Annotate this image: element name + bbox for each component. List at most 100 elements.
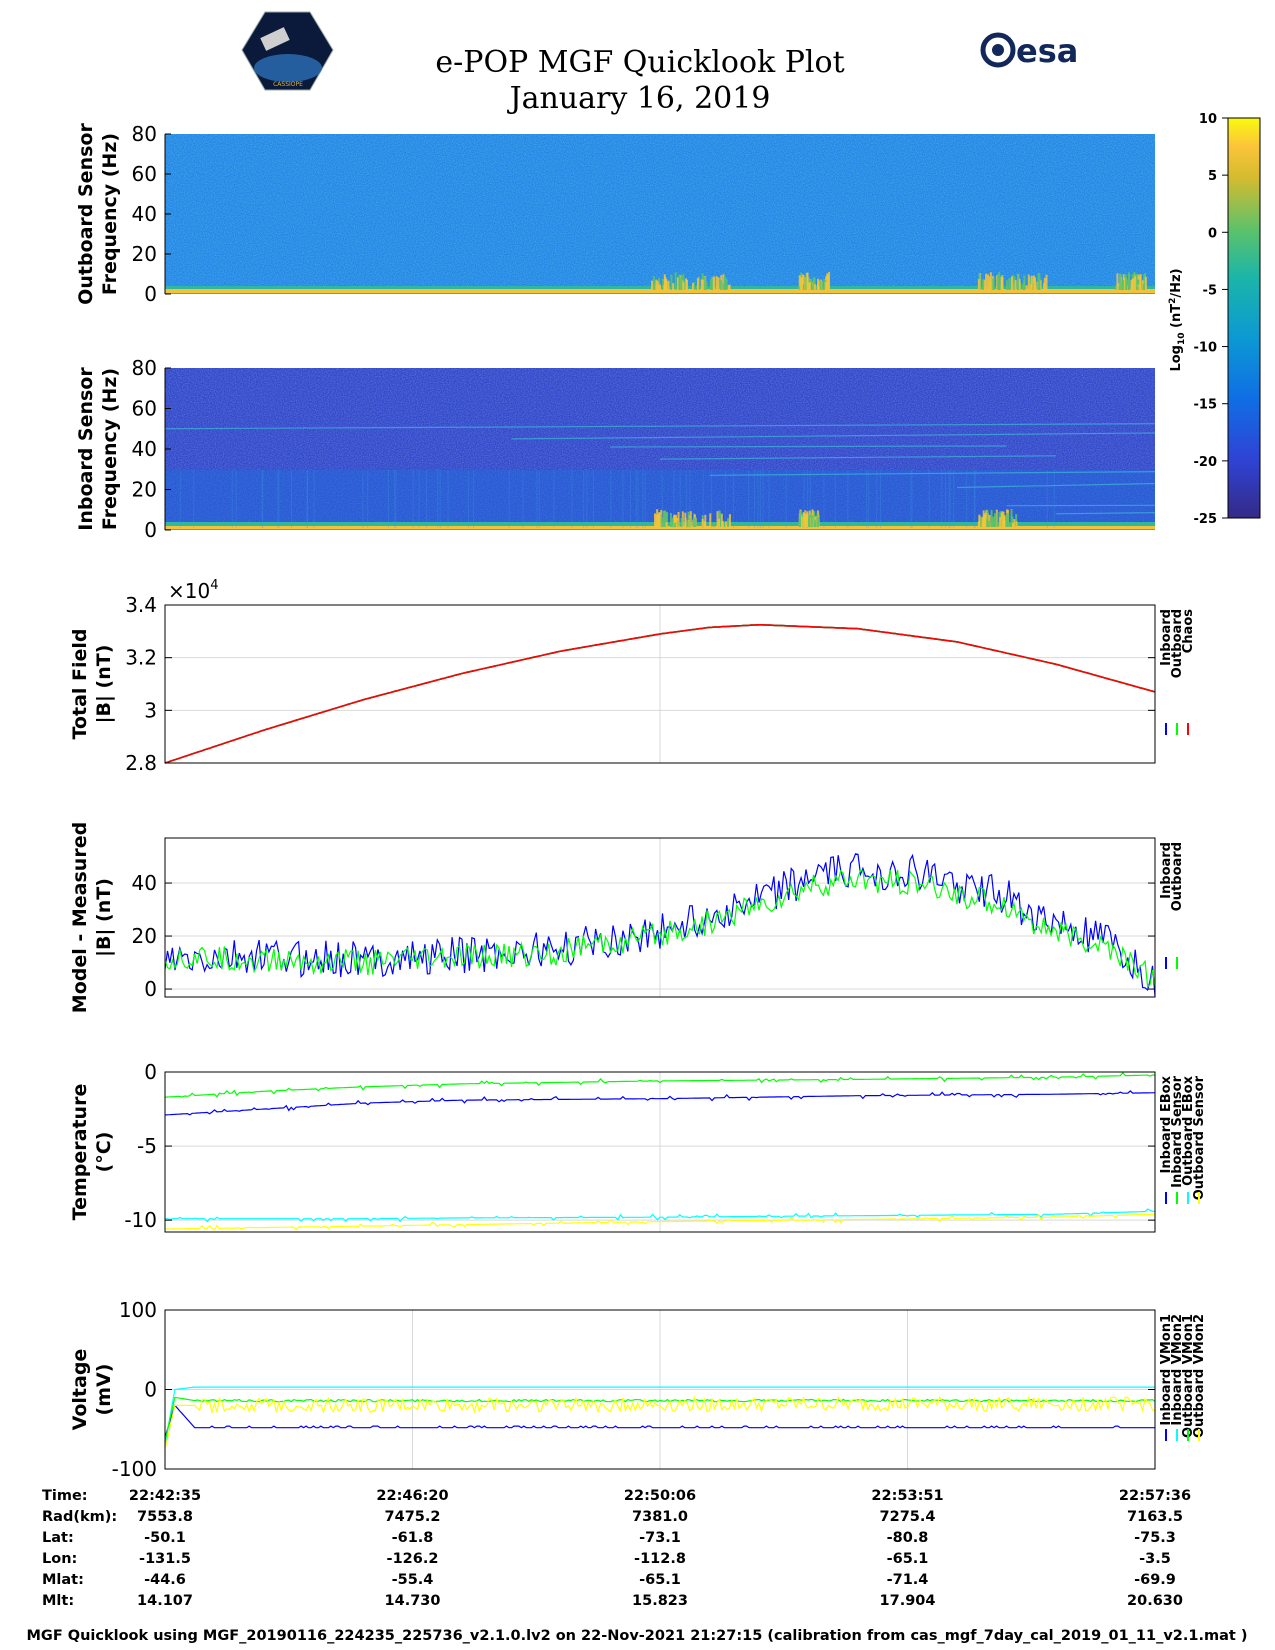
outboard-dc-band (165, 289, 1155, 293)
colorbar-tick-label: -10 (1194, 341, 1218, 356)
outboard-ytick-label: 20 (132, 242, 157, 266)
total-field-ylabel: Total Field (69, 628, 91, 739)
ephemeris-cell: 14.107 (137, 1593, 193, 1609)
inboard-spectrogram-axis: 0 20 40 60 80 (132, 356, 171, 542)
voltage-series-inboard-vmon2 (164, 1386, 1155, 1446)
voltage-panel: -100 0 100 Voltage (mV) Inboard VMon1Inboard … (69, 1298, 1207, 1481)
inboard-ytick-label: 20 (132, 478, 157, 502)
ephemeris-cell: 7381.0 (632, 1509, 688, 1525)
ephemeris-cell: -71.4 (887, 1572, 929, 1588)
voltage-ytick-label: 100 (119, 1298, 157, 1322)
ephemeris-cell: 22:46:20 (376, 1488, 448, 1504)
outboard-spectrogram-texture (165, 134, 1155, 294)
total-field-ylabel-units: |B| (nT) (93, 645, 115, 724)
ephemeris-cell: -112.8 (634, 1551, 686, 1567)
ephemeris-cell: -61.8 (392, 1530, 434, 1546)
temperature-series-outboard-ebox (165, 1208, 1155, 1223)
ephemeris-row-label: Time: (42, 1488, 88, 1504)
colorbar-tick-label: -15 (1194, 398, 1218, 413)
total-field-frame (164, 604, 1156, 764)
ephemeris-cell: 14.730 (385, 1593, 441, 1609)
ephemeris-cell: 7163.5 (1127, 1509, 1183, 1525)
outboard-spectrogram-axis: 0 20 40 60 80 (132, 122, 171, 306)
colorbar-tick-label: 5 (1208, 169, 1217, 184)
colorbar-tick-label: -25 (1194, 512, 1218, 527)
inboard-ytick-label: 80 (132, 356, 157, 380)
inboard-ylabel: Inboard Sensor (75, 367, 97, 531)
temperature-ytick-label: -5 (137, 1134, 157, 1158)
esa-logo: esa (980, 32, 1078, 70)
inboard-activity-bursts (654, 509, 1018, 527)
ephemeris-cell: -44.6 (144, 1572, 186, 1588)
temperature-ylabel: Temperature (69, 1084, 91, 1221)
model-minus-measured-ytick-label: 0 (144, 977, 157, 1001)
temperature-legend-label: Inboard EBox (1159, 1075, 1174, 1173)
total-field-ytick-label: 3.4 (125, 593, 157, 617)
ephemeris-cell: -65.1 (887, 1551, 929, 1567)
outboard-ylabel: Outboard Sensor (75, 123, 97, 305)
mission-logo-text: CASSIOPE (273, 81, 303, 88)
ephemeris-cell: -126.2 (387, 1551, 439, 1567)
outboard-activity-bursts (651, 272, 1147, 290)
voltage-legend-label: Inboard VMon2 (1170, 1314, 1185, 1426)
ephemeris-cell: -55.4 (392, 1572, 434, 1588)
ephemeris-row-label: Mlt: (42, 1593, 74, 1609)
model-minus-measured-panel: 0 20 40 Model - Measured |B| (nT) InboardOutb… (69, 822, 1185, 1013)
total-field-legend-label: Outboard (1170, 609, 1185, 678)
voltage-legend-label: Inboard VMon1 (1159, 1314, 1174, 1426)
model-minus-measured-ytick-label: 40 (132, 871, 157, 895)
ephemeris-cell: -50.1 (144, 1530, 186, 1546)
temperature-series-outboard-sensor (165, 1213, 1156, 1231)
ephemeris-cell: -3.5 (1139, 1551, 1171, 1567)
ephemeris-table: Time: Rad(km): Lat: Lon: Mlat: Mlt: 22:42:35 75… (42, 1488, 1191, 1609)
inboard-harmonic-lines (164, 423, 1156, 528)
total-field-ytick-label: 3 (144, 698, 157, 722)
ephemeris-cell: -73.1 (639, 1530, 681, 1546)
temperature-ytick-label: -10 (124, 1208, 157, 1232)
ephemeris-cell: 7475.2 (385, 1509, 441, 1525)
ephemeris-cell: -65.1 (639, 1572, 681, 1588)
ephemeris-cell: 22:53:51 (871, 1488, 943, 1504)
ephemeris-row-label: Rad(km): (42, 1509, 117, 1525)
model-minus-measured-ylabel: Model - Measured (69, 822, 91, 1013)
total-field-legend-label: Chaos (1181, 609, 1196, 653)
ephemeris-cell: 20.630 (1127, 1593, 1183, 1609)
outboard-ylabel-units: Frequency (Hz) (99, 133, 121, 295)
colorbar-tick-label: -20 (1194, 455, 1218, 470)
ephemeris-cell: 7553.8 (137, 1509, 193, 1525)
temperature-ytick-label: 0 (144, 1060, 157, 1084)
ephemeris-row-label: Lon: (42, 1551, 77, 1567)
ephemeris-cell: 22:57:36 (1119, 1488, 1191, 1504)
colorbar-ticks: 10 5 0 -5 -10 -15 -20 -25 (1194, 112, 1228, 527)
outboard-ytick-label: 0 (144, 282, 157, 306)
inboard-ytick-label: 40 (132, 437, 157, 461)
spectrogram-colorbar: 10 5 0 -5 -10 -15 -20 -25 Log10 (nT2/Hz) (1168, 112, 1261, 527)
voltage-ylabel: Voltage (69, 1349, 91, 1431)
model-minus-measured-legend-label: Inboard (1159, 842, 1174, 899)
colorbar-tick-label: 0 (1208, 226, 1217, 241)
total-field-ytick-label: 2.8 (125, 751, 157, 775)
temperature-legend-label: Outboard EBox (1181, 1075, 1196, 1185)
model-minus-measured-legend-label: Outboard (1170, 842, 1185, 911)
inboard-ylabel-units: Frequency (Hz) (99, 368, 121, 530)
temperature-legend-label: Outboard Sensor (1192, 1075, 1207, 1200)
model-minus-measured-ytick-label: 20 (132, 924, 157, 948)
temperature-legend-label: Inboard Sensor (1170, 1075, 1185, 1187)
colorbar-tick-label: -5 (1203, 283, 1217, 298)
ephemeris-cell: -75.3 (1134, 1530, 1176, 1546)
ephemeris-cell: 22:50:06 (624, 1488, 696, 1504)
total-field-series-chaos (164, 624, 1156, 764)
voltage-ylabel-units: (mV) (93, 1364, 115, 1416)
outboard-ytick-label: 40 (132, 202, 157, 226)
outboard-ytick-label: 60 (132, 162, 157, 186)
voltage-ytick-label: 0 (144, 1378, 157, 1402)
voltage-series-outboard-vmon2 (164, 1395, 1156, 1450)
total-field-panel: 2.8 3 3.2 3.4 Total Field |B| (nT) InboardOutb… (69, 593, 1196, 775)
temperature-panel: -10 -5 0 Temperature (°C) Inboard EBoxInboard… (69, 1060, 1207, 1233)
model-minus-measured-series-inboard (164, 853, 1156, 997)
total-field-legend-label: Inboard (1159, 609, 1174, 666)
plot-date: January 16, 2019 (507, 81, 771, 116)
model-minus-measured-series-outboard (164, 869, 1156, 988)
outboard-spectrogram-panel: 0 20 40 60 80 Outboard Sensor Frequency (Hz) (75, 122, 1155, 306)
